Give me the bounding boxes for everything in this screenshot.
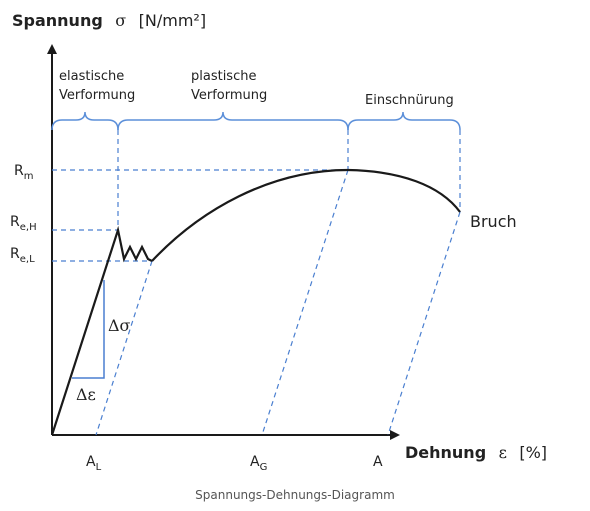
label-delta-sigma: Δσ — [108, 316, 131, 335]
y-axis-title: Spannung σ [N/mm²] — [12, 11, 206, 30]
label-reh: Re,H — [10, 214, 37, 233]
label-elastic: elastische — [59, 69, 124, 84]
label-a: A — [373, 454, 383, 470]
unload-line-al — [95, 260, 153, 436]
label-necking: Einschnürung — [365, 93, 454, 108]
x-axis-title: Dehnung ε [%] — [405, 443, 547, 462]
label-plastic-2: Verformung — [191, 88, 267, 103]
label-plastic: plastische — [191, 69, 256, 84]
curve-plastic-necking — [151, 168, 461, 262]
curve-elastic-yield — [50, 225, 153, 436]
label-rel: Re,L — [10, 246, 35, 265]
slope-triangle — [72, 280, 105, 379]
label-fracture: Bruch — [470, 212, 517, 231]
bracket-necking — [347, 111, 461, 131]
figure-caption: Spannungs-Dehnungs-Diagramm — [195, 488, 395, 502]
bracket-plastic — [117, 111, 349, 131]
label-ag: AG — [250, 454, 267, 473]
unload-line-ag — [261, 169, 349, 436]
label-rm: Rm — [14, 163, 33, 182]
label-al: AL — [86, 454, 102, 473]
label-delta-epsilon: Δε — [76, 385, 96, 404]
label-elastic-2: Verformung — [59, 88, 135, 103]
unload-line-a — [387, 211, 461, 436]
bracket-elastic — [51, 111, 119, 131]
